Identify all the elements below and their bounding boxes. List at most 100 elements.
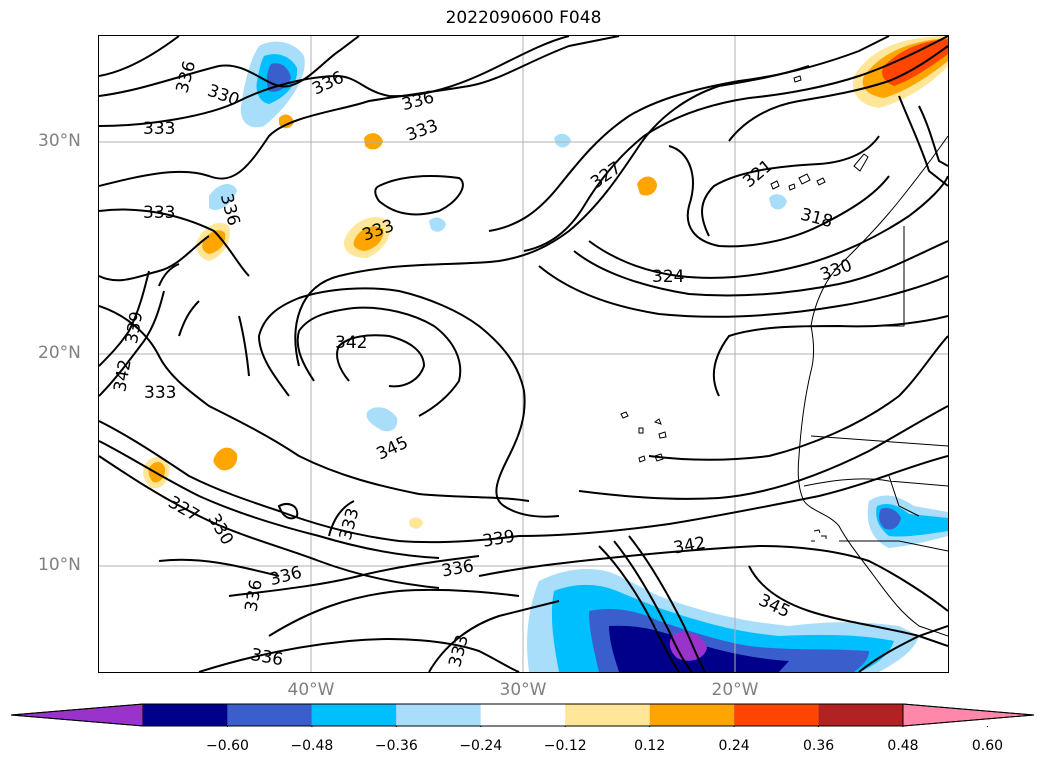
- colorbar-bin: [649, 704, 735, 726]
- contour-label: 330: [205, 81, 242, 111]
- graticule: [99, 36, 948, 672]
- contour-line: [918, 105, 948, 167]
- contour-line: [99, 208, 250, 277]
- contour-label: 321: [739, 156, 777, 192]
- lon-label-40w: 40°W: [287, 680, 335, 700]
- contour-label: 336: [216, 192, 244, 229]
- map-panel: 336 330 336 333 336 333 333 336 333 327 …: [99, 36, 948, 672]
- negative-anomaly-patch-small-3: [429, 217, 446, 232]
- mali-border: [888, 475, 920, 517]
- contour-label: 333: [144, 383, 176, 403]
- contour-line: [668, 145, 890, 248]
- colorbar-tick-label: −0.48: [290, 738, 334, 754]
- contour-line: [712, 315, 948, 397]
- canary-island-1: [770, 180, 780, 190]
- contour-line: [898, 95, 948, 187]
- contour-line: [336, 334, 426, 388]
- contour-line: [573, 240, 948, 297]
- contour-line: [198, 638, 520, 672]
- coastline-layer: [620, 75, 948, 637]
- contour-line: [158, 263, 180, 287]
- colorbar-bin: [734, 704, 819, 726]
- senegal-border: [803, 478, 948, 487]
- contour-line: [268, 588, 520, 637]
- contour-label: 342: [110, 358, 135, 393]
- cape-verde-island-1: [620, 411, 629, 419]
- colorbar-tick-label: −0.36: [374, 738, 418, 754]
- positive-anomaly-patch-center-north-inner: [353, 226, 384, 251]
- contour-line: [748, 565, 948, 647]
- canary-island-2: [788, 183, 796, 191]
- contour-line: [294, 65, 810, 367]
- contour-label: 339: [481, 526, 516, 551]
- contour-label: 336: [440, 556, 475, 581]
- lat-label-10n: 10°N: [38, 555, 81, 575]
- contour-line: [277, 503, 299, 520]
- cape-verde-island-3: [653, 418, 662, 425]
- contour-line: [588, 175, 948, 279]
- contour-line: [99, 36, 180, 77]
- canary-island-5: [853, 153, 869, 172]
- canary-island-3: [798, 173, 811, 185]
- contour-line: [99, 270, 150, 367]
- colorbar-bin: [818, 704, 903, 726]
- contour-line: [518, 455, 948, 537]
- contour-line: [99, 305, 530, 502]
- contour-line: [238, 315, 250, 377]
- positive-anomaly-patch-center-east: [637, 176, 657, 196]
- positive-anomaly-patch-small-south: [409, 517, 423, 529]
- map-canvas: 336 330 336 333 336 333 333 336 333 327 …: [99, 36, 948, 672]
- contour-line: [228, 555, 480, 597]
- contour-line: [858, 625, 948, 672]
- contour-line: [99, 455, 440, 589]
- colorbar-bin: [143, 704, 228, 726]
- contour-line: [178, 300, 200, 337]
- positive-anomaly-patch-northeast-core: [882, 39, 948, 86]
- contour-label: 318: [798, 205, 835, 233]
- colorbar-bin: [480, 704, 566, 726]
- contour-label: 342: [335, 333, 367, 353]
- contour-line: [701, 135, 880, 237]
- contour-label: 327: [587, 158, 625, 193]
- contour-label: 330: [204, 511, 238, 549]
- contour-line: [99, 36, 570, 127]
- positive-anomaly-patch-northwest-small: [279, 114, 294, 129]
- colorbar-tick-label: 0.60: [971, 738, 1004, 754]
- contour-line: [488, 36, 890, 232]
- negative-anomaly-patch-small-1: [554, 133, 571, 148]
- contour-label: 333: [143, 119, 175, 139]
- contour-line: [158, 558, 280, 577]
- anomaly-fill-layer: [143, 36, 948, 672]
- colorbar-bin: [227, 704, 312, 726]
- negative-anomaly-patch-small-2: [209, 184, 237, 211]
- contour-line: [648, 335, 948, 461]
- colorbar-bin: [396, 704, 481, 726]
- map-title: 2022090600 F048: [445, 8, 602, 28]
- contour-label: 345: [755, 590, 793, 622]
- colorbar-tick-label: −0.60: [205, 738, 249, 754]
- contour-label: 333: [404, 116, 441, 146]
- colorbar-tick-label: 0.48: [887, 738, 919, 754]
- colorbar-tick-label: 0.12: [634, 738, 666, 754]
- contour-line: [257, 287, 560, 518]
- contour-layer: [99, 36, 948, 672]
- negative-anomaly-patch-east-core: [879, 508, 901, 530]
- lon-label-30w: 30°W: [499, 680, 547, 700]
- contour-label: 342: [672, 533, 707, 558]
- contour-label-layer: 336 330 336 333 336 333 333 336 333 327 …: [110, 59, 855, 671]
- lon-label-20w: 20°W: [711, 680, 759, 700]
- contour-line: [523, 36, 948, 252]
- contour-line: [478, 544, 948, 612]
- contour-label: 333: [143, 203, 175, 223]
- cape-verde-island-2: [638, 427, 644, 434]
- lat-label-30n: 30°N: [38, 131, 81, 151]
- cape-verde-island-5: [638, 455, 646, 463]
- colorbar-extend-high: [902, 703, 1035, 727]
- contour-line: [538, 265, 948, 318]
- colorbar-tick-label: 0.36: [802, 738, 835, 754]
- contour-label: 324: [652, 267, 684, 287]
- contour-label: 336: [400, 87, 437, 115]
- cape-verde-island-4: [658, 431, 667, 439]
- colorbar-bin: [311, 704, 397, 726]
- contour-line: [328, 500, 355, 537]
